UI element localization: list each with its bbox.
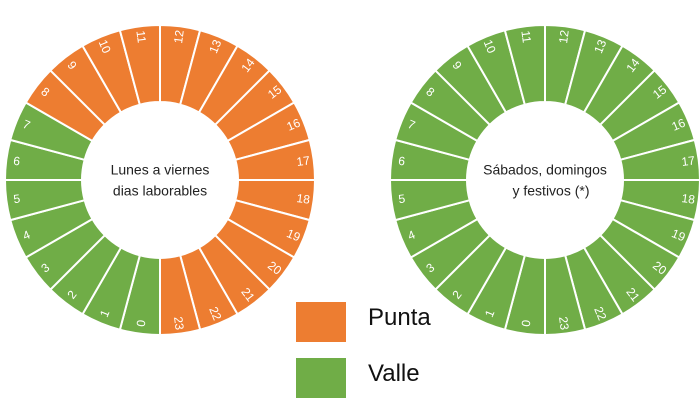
hour-label-6: 6	[13, 154, 22, 169]
hour-label-11: 11	[518, 30, 534, 45]
legend-punta-label: Punta	[368, 304, 431, 331]
center-text-line: y festivos (*)	[512, 183, 589, 199]
punta-swatch	[296, 302, 346, 342]
center-text-line: Sábados, domingos	[483, 162, 607, 178]
hour-label-18: 18	[296, 191, 311, 207]
hour-label-17: 17	[681, 153, 696, 169]
hour-label-7: 7	[21, 117, 33, 133]
hour-label-19: 19	[285, 226, 303, 244]
hour-label-1: 1	[97, 307, 113, 319]
hour-segment-23	[159, 254, 202, 337]
hour-label-12: 12	[171, 29, 187, 44]
hour-label-6: 6	[398, 154, 407, 169]
hour-label-11: 11	[133, 30, 149, 45]
hour-label-23: 23	[556, 316, 572, 331]
hour-label-0: 0	[519, 319, 534, 328]
hour-label-10: 10	[481, 38, 499, 56]
hour-label-4: 4	[406, 227, 418, 243]
center-text-line: dias laborables	[113, 183, 207, 199]
hour-label-17: 17	[296, 153, 311, 169]
hour-label-19: 19	[670, 226, 688, 244]
legend-valle-label: Valle	[368, 360, 420, 387]
hour-label-16: 16	[285, 116, 303, 134]
hour-label-23: 23	[171, 316, 187, 331]
hour-label-13: 13	[591, 37, 609, 55]
hour-label-1: 1	[482, 307, 498, 319]
hour-label-18: 18	[681, 191, 696, 207]
hour-label-4: 4	[21, 227, 33, 243]
hour-label-13: 13	[206, 37, 224, 55]
hour-label-16: 16	[670, 116, 688, 134]
center-text-line: Lunes a viernes	[111, 162, 210, 178]
hour-label-22: 22	[591, 305, 609, 323]
hour-label-10: 10	[96, 38, 114, 56]
hour-label-5: 5	[398, 191, 407, 206]
hour-segment-23	[544, 254, 587, 337]
hour-label-7: 7	[406, 117, 418, 133]
hour-label-5: 5	[13, 191, 22, 206]
hour-label-12: 12	[556, 29, 572, 44]
hour-label-22: 22	[206, 305, 224, 323]
valle-swatch	[296, 358, 346, 398]
legend-punta: Punta	[296, 302, 696, 344]
hour-label-0: 0	[134, 319, 149, 328]
legend-valle: Valle	[296, 358, 696, 400]
